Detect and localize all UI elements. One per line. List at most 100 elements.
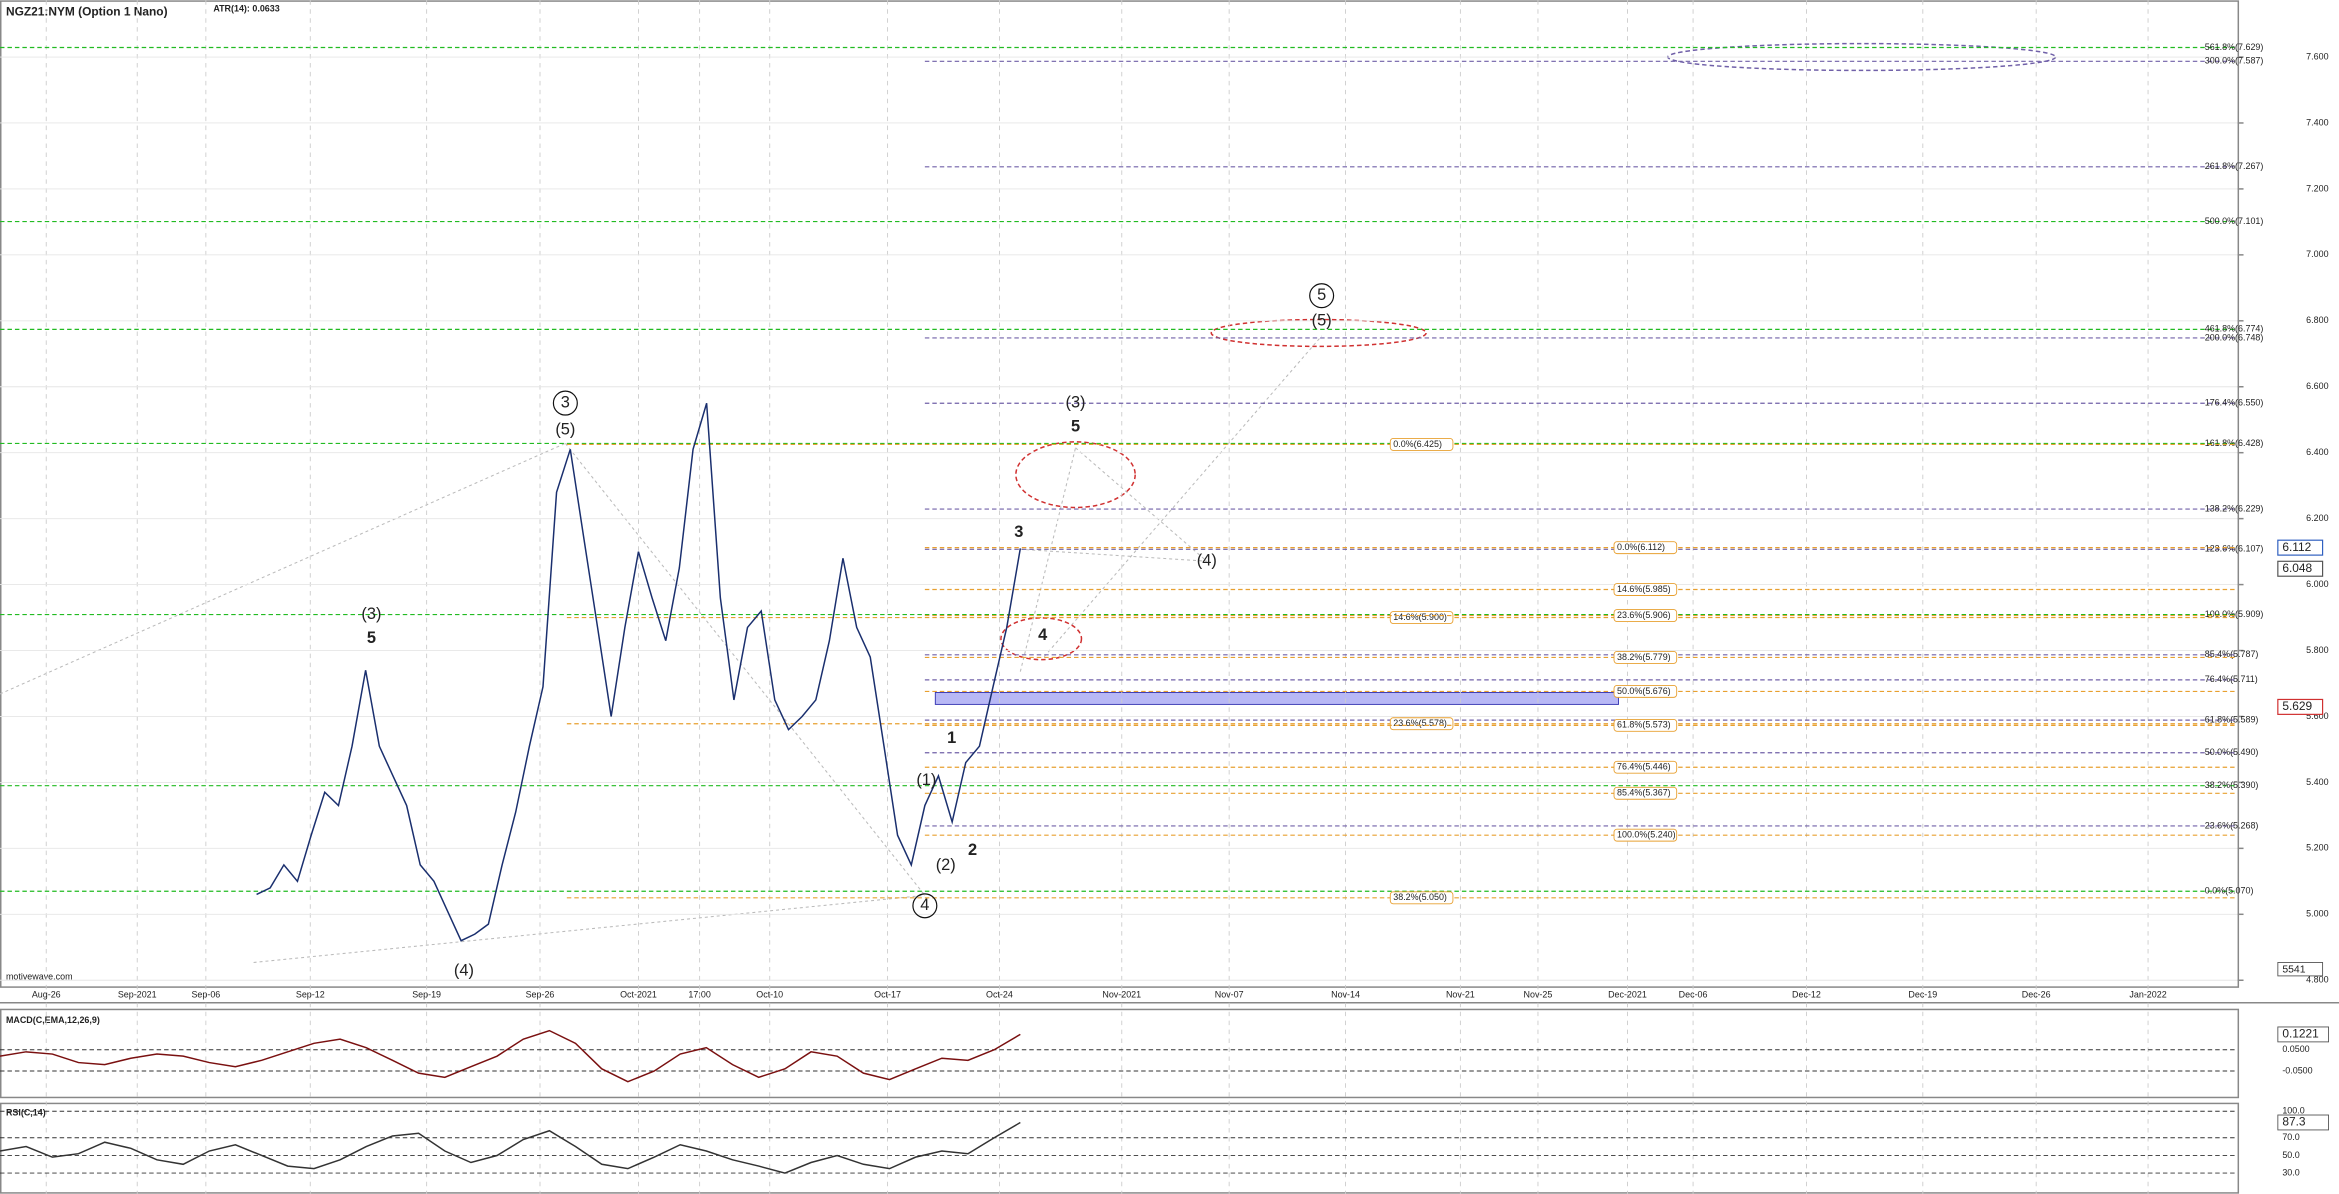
wave-label: (2) xyxy=(936,856,956,874)
fib-label-box xyxy=(1613,541,1678,555)
price-panel xyxy=(0,0,2240,988)
fib-label: 176.4%(6.550) xyxy=(2205,398,2264,408)
x-tick-label: Oct-2021 xyxy=(620,990,657,1000)
target-ellipse xyxy=(1210,318,1427,348)
x-tick-label: Nov-2021 xyxy=(1102,990,1141,1000)
fib-label: 138.2%(6.229) xyxy=(2205,503,2264,513)
fib-label: 38.2%(5.779) xyxy=(1617,652,1671,662)
target-ellipse xyxy=(1015,441,1136,509)
rsi-panel xyxy=(0,1102,2240,1194)
fib-label: 85.4%(5.367) xyxy=(1617,788,1671,798)
wave-label: 4 xyxy=(920,896,929,914)
wave-label: (3) xyxy=(1065,393,1085,411)
fib-label-box xyxy=(1613,651,1678,664)
fib-label: 23.6%(5.268) xyxy=(2205,820,2259,830)
wave-label: (4) xyxy=(454,962,474,980)
wave-circle xyxy=(912,893,938,919)
fib-label: 76.4%(5.711) xyxy=(2205,674,2258,684)
fib-label: 14.6%(5.985) xyxy=(1617,584,1671,594)
fib-label-box xyxy=(1389,891,1454,905)
x-tick-label: Dec-26 xyxy=(2022,990,2051,1000)
price-marker xyxy=(2277,560,2324,577)
fib-label: 100.0%(5.240) xyxy=(1617,830,1676,840)
indicator-current-label: 87.3 xyxy=(2282,1115,2306,1129)
indicator-tick-label: 0.0500 xyxy=(2282,1044,2309,1054)
y-tick-label: 6.000 xyxy=(2306,579,2328,589)
y-tick-label: 7.400 xyxy=(2306,117,2328,127)
rsi-title: RSI(C,14) xyxy=(6,1107,46,1117)
x-tick-label: Sep-06 xyxy=(191,990,220,1000)
x-tick-label: Aug-26 xyxy=(32,990,61,1000)
fib-label: 0.0%(6.112) xyxy=(1617,542,1665,552)
trend-line xyxy=(1020,548,1207,562)
trend-line xyxy=(1019,447,1077,672)
x-tick-label: Sep-12 xyxy=(296,990,325,1000)
trend-line xyxy=(1075,447,1208,562)
fib-label: 61.8%(5.589) xyxy=(2205,714,2259,724)
x-tick-label: 17:00 xyxy=(688,990,710,1000)
fib-label-box xyxy=(1389,611,1454,624)
wave-label: (3) xyxy=(361,605,381,623)
wave-label: (5) xyxy=(555,420,575,438)
fib-label: 50.0%(5.676) xyxy=(1617,686,1671,696)
wave-label: 5 xyxy=(1317,286,1326,304)
fib-label: 23.6%(5.578) xyxy=(1393,718,1447,728)
trend-line xyxy=(253,894,925,963)
x-tick-label: Oct-24 xyxy=(986,990,1013,1000)
wave-label: (5) xyxy=(1312,311,1332,329)
fib-label: 38.2%(5.390) xyxy=(2205,780,2259,790)
fib-label-box xyxy=(1613,609,1678,622)
fib-label: 500.0%(7.101) xyxy=(2205,216,2264,226)
indicator-current-label: 0.1221 xyxy=(2282,1027,2319,1041)
y-tick-label: 5.400 xyxy=(2306,777,2328,787)
y-tick-label: 4.800 xyxy=(2306,975,2328,985)
fib-label: 461.8%(6.774) xyxy=(2205,324,2264,334)
x-tick-label: Sep-26 xyxy=(526,990,555,1000)
fib-label-box xyxy=(1613,684,1678,698)
price-marker xyxy=(2277,539,2324,556)
wave-label: 2 xyxy=(968,841,977,859)
x-tick-label: Dec-06 xyxy=(1679,990,1708,1000)
x-tick-label: Sep-19 xyxy=(412,990,441,1000)
y-tick-label: 6.400 xyxy=(2306,447,2328,457)
fib-label-box xyxy=(1613,760,1678,774)
indicator-tick-label: 100.0 xyxy=(2282,1106,2304,1116)
support-zone xyxy=(934,692,1619,705)
fib-label: 61.8%(5.573) xyxy=(1617,720,1671,730)
fib-label: 85.4%(5.787) xyxy=(2205,649,2259,659)
target-ellipse xyxy=(1000,617,1083,661)
fib-label: 14.6%(5.900) xyxy=(1393,612,1447,622)
wave-label: 5 xyxy=(1071,417,1080,435)
y-tick-label: 7.200 xyxy=(2306,183,2328,193)
x-tick-label: Jan-2022 xyxy=(2129,990,2166,1000)
volume-label: 5541 xyxy=(2282,965,2305,976)
y-tick-label: 6.200 xyxy=(2306,513,2328,523)
indicator-line xyxy=(0,1121,1021,1174)
trend-line xyxy=(0,442,566,695)
wave-label: 4 xyxy=(1038,626,1048,644)
fib-label-box xyxy=(1613,828,1678,842)
fib-label-box xyxy=(1613,718,1678,732)
fib-label: 0.0%(5.070) xyxy=(2205,886,2254,896)
x-tick-label: Nov-14 xyxy=(1331,990,1360,1000)
price-marker-label: 6.112 xyxy=(2282,540,2311,554)
fib-label: 0.0%(6.425) xyxy=(1393,439,1442,449)
fib-label: 561.8%(7.629) xyxy=(2205,42,2264,52)
fib-label: 123.6%(6.107) xyxy=(2205,544,2264,554)
fib-label: 50.0%(5.490) xyxy=(2205,747,2259,757)
x-tick-label: Oct-10 xyxy=(756,990,783,1000)
wave-label: 1 xyxy=(947,729,956,747)
y-tick-label: 5.200 xyxy=(2306,843,2328,853)
y-tick-label: 5.600 xyxy=(2306,711,2328,721)
x-tick-label: Sep-2021 xyxy=(118,990,157,1000)
y-tick-label: 5.800 xyxy=(2306,645,2328,655)
chart-title: NGZ21:NYM (Option 1 Nano) xyxy=(6,4,168,18)
fib-label: 100.0%(5.909) xyxy=(2205,609,2264,619)
y-tick-label: 7.600 xyxy=(2306,51,2328,61)
wave-label: 3 xyxy=(1014,523,1023,541)
fib-label-box xyxy=(1613,583,1678,596)
y-tick-label: 7.000 xyxy=(2306,249,2328,259)
wave-label: (1) xyxy=(916,771,936,789)
